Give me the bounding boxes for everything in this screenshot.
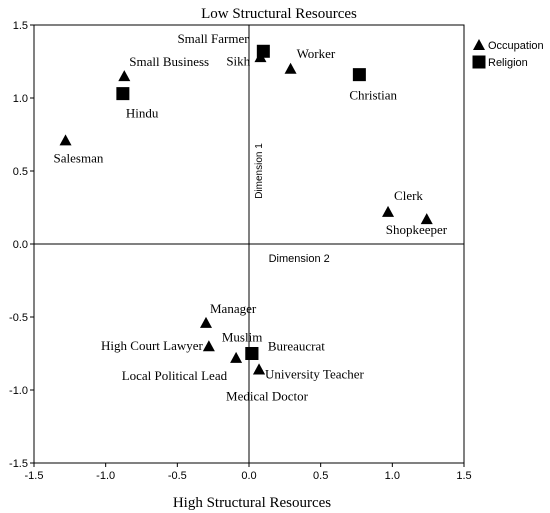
occupation-triangle-marker [230, 351, 243, 363]
occupation-triangle-marker [382, 205, 395, 217]
data-marks [59, 44, 433, 375]
point-label: Manager [210, 301, 257, 316]
dimension-2-label: Dimension 2 [269, 253, 330, 265]
point-label: Hindu [126, 106, 159, 121]
point-label: Small Business [129, 54, 209, 69]
x-tick-label: -0.5 [168, 470, 187, 482]
point-label: Worker [297, 46, 336, 61]
x-tick-label: -1.0 [96, 470, 115, 482]
point-label: University Teacher [265, 367, 365, 382]
point-label: Small Farmer [177, 31, 249, 46]
religion-square-marker [472, 55, 486, 69]
legend-entry-label: Religion [488, 57, 528, 69]
religion-square-marker [116, 87, 130, 101]
dimension-1-label: Dimension 1 [254, 143, 265, 199]
occupation-triangle-marker [420, 213, 433, 225]
point-label: Medical Doctor [226, 389, 309, 404]
y-tick-label: 0.5 [13, 166, 28, 178]
y-tick-label: -1.0 [9, 385, 28, 397]
occupation-triangle-marker [284, 62, 297, 74]
y-tick-label: -0.5 [9, 312, 28, 324]
x-axis-label: High Structural Resources [173, 495, 331, 511]
point-label: Christian [349, 88, 397, 103]
y-tick-label: -1.5 [9, 458, 28, 470]
x-tick-label: -1.5 [25, 470, 44, 482]
x-tick-label: 1.0 [385, 470, 400, 482]
x-tick-label: 1.5 [456, 470, 471, 482]
x-tick-label: 0.0 [241, 470, 256, 482]
y-tick-label: 1.0 [13, 93, 28, 105]
occupation-triangle-marker [202, 340, 215, 352]
x-tick-label: 0.5 [313, 470, 328, 482]
religion-square-marker [352, 68, 366, 82]
occupation-triangle-marker [200, 316, 212, 328]
y-tick-label: 1.5 [13, 20, 28, 32]
point-label: Bureaucrat [268, 339, 325, 354]
occupation-triangle-marker [59, 134, 72, 146]
legend-entry-label: Occupation [488, 40, 544, 52]
reference-lines [34, 25, 464, 463]
point-labels: Small Business Salesman Small Farmer Worker… [54, 31, 448, 403]
religion-square-marker [256, 44, 270, 58]
occupation-triangle-marker [473, 39, 485, 50]
point-label: Shopkeeper [386, 222, 448, 237]
point-label: Muslim [222, 330, 262, 345]
chart-title: Low Structural Resources [201, 6, 357, 22]
point-label: Local Political Lead [122, 368, 228, 383]
point-label: High Court Lawyer [101, 338, 203, 353]
point-label: Clerk [394, 188, 423, 203]
axis-ticks: -1.5 -1.0 -0.5 0.0 0.5 1.0 1.5 -1.5 -1.0 -0.5 0.0 0… [9, 20, 472, 482]
legend: Occupation Religion [472, 39, 544, 69]
occupation-triangle-marker [118, 70, 131, 82]
y-tick-label: 0.0 [13, 239, 28, 251]
religion-square-marker [245, 347, 259, 360]
occupation-triangle-marker [253, 363, 266, 375]
point-label: Salesman [54, 150, 104, 165]
point-label: Sikh [226, 53, 250, 68]
